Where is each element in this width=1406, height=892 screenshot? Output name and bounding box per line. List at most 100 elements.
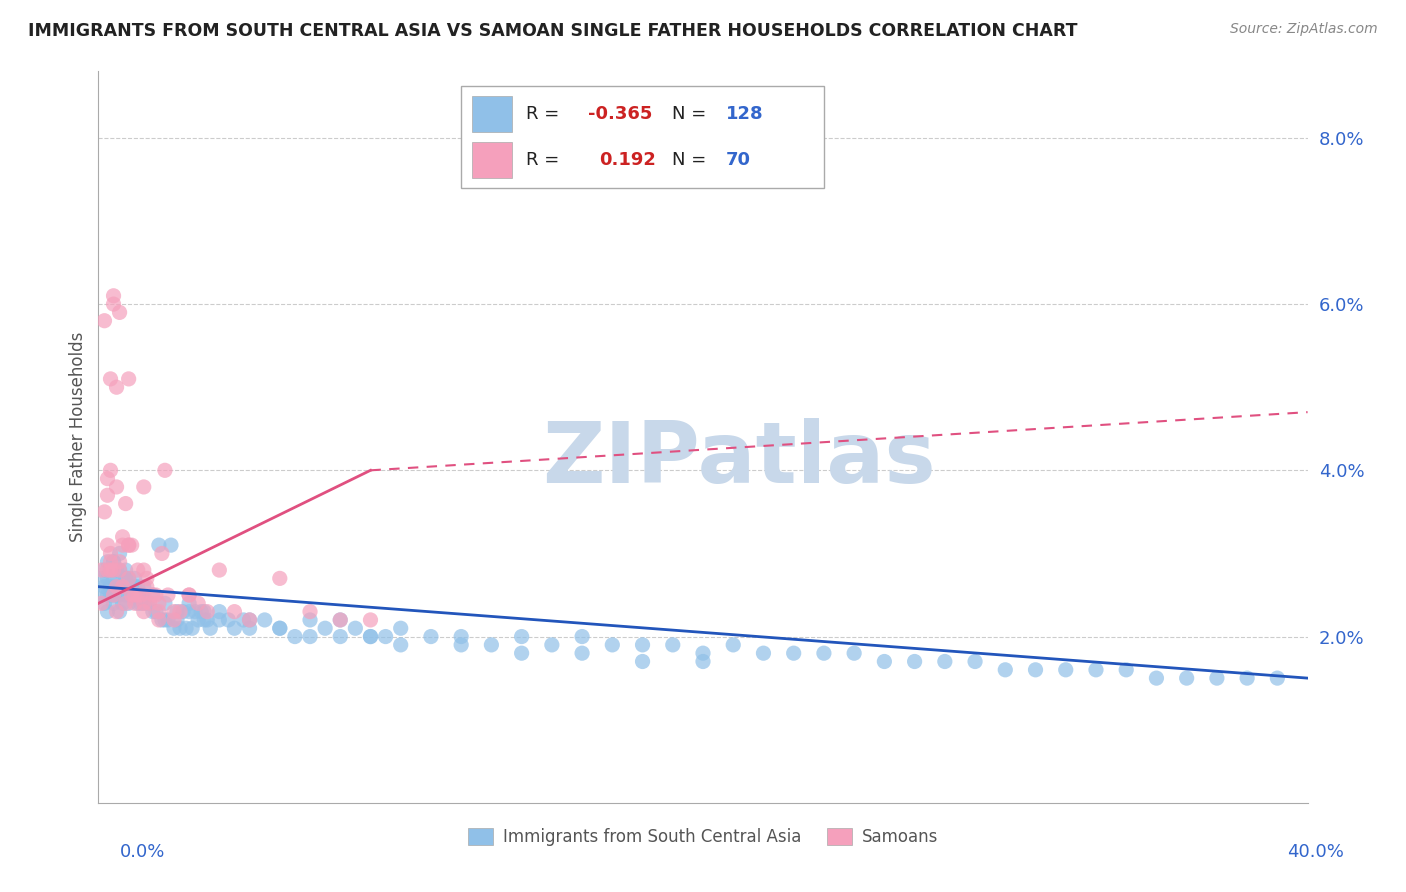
Point [148, 538, 170, 552]
Point [1085, 663, 1108, 677]
Point [132, 580, 155, 594]
Point [118, 571, 141, 585]
Point [193, 605, 215, 619]
Point [160, 538, 183, 552]
Legend: Immigrants from South Central Asia, Samoans: Immigrants from South Central Asia, Samo… [461, 822, 945, 853]
Point [150, 546, 173, 560]
Point [184, 605, 207, 619]
Point [100, 463, 122, 477]
Point [132, 596, 155, 610]
Point [148, 596, 170, 610]
Point [100, 563, 122, 577]
Point [111, 538, 134, 552]
Point [90, 571, 112, 585]
Point [111, 580, 134, 594]
Point [217, 613, 239, 627]
Point [96, 538, 118, 552]
Point [111, 571, 134, 585]
Point [142, 588, 165, 602]
Point [193, 613, 215, 627]
Point [329, 630, 352, 644]
Point [124, 588, 146, 602]
Point [239, 613, 262, 627]
Point [224, 621, 246, 635]
Point [360, 630, 382, 644]
Point [239, 621, 262, 635]
Point [105, 588, 128, 602]
Point [100, 580, 122, 594]
Point [156, 588, 179, 602]
Point [111, 580, 134, 594]
Point [129, 596, 152, 610]
Point [1115, 663, 1137, 677]
Point [631, 655, 654, 669]
Point [163, 605, 186, 619]
Point [105, 563, 128, 577]
Point [105, 580, 128, 594]
Point [145, 605, 167, 619]
Point [96, 488, 118, 502]
Point [129, 588, 152, 602]
Point [103, 555, 125, 569]
Point [103, 563, 125, 577]
Point [135, 571, 157, 585]
Point [1054, 663, 1077, 677]
Point [114, 497, 136, 511]
Point [135, 580, 157, 594]
Point [174, 621, 197, 635]
Point [96, 563, 118, 577]
Point [200, 621, 222, 635]
Point [1175, 671, 1198, 685]
Point [179, 588, 201, 602]
Point [93, 505, 115, 519]
Point [124, 571, 146, 585]
Point [124, 580, 146, 594]
Point [96, 588, 118, 602]
Point [96, 472, 118, 486]
Point [1236, 671, 1258, 685]
Point [813, 646, 835, 660]
Point [329, 613, 352, 627]
Point [100, 546, 122, 560]
Point [132, 563, 155, 577]
Point [284, 630, 307, 644]
Point [148, 605, 170, 619]
Point [510, 630, 533, 644]
Point [661, 638, 683, 652]
Point [105, 380, 128, 394]
Point [105, 480, 128, 494]
Point [374, 630, 396, 644]
Point [389, 621, 412, 635]
Point [195, 613, 218, 627]
Point [208, 563, 231, 577]
Point [187, 613, 209, 627]
Point [994, 663, 1017, 677]
Point [934, 655, 956, 669]
Point [299, 630, 322, 644]
Point [103, 555, 125, 569]
Point [540, 638, 562, 652]
Point [166, 605, 188, 619]
Point [142, 588, 165, 602]
Point [108, 588, 131, 602]
Point [142, 605, 165, 619]
Point [132, 588, 155, 602]
Point [571, 646, 593, 660]
Point [156, 613, 179, 627]
Point [108, 546, 131, 560]
Point [114, 563, 136, 577]
Point [118, 571, 141, 585]
Point [103, 588, 125, 602]
Point [108, 555, 131, 569]
Point [145, 588, 167, 602]
Point [90, 563, 112, 577]
Point [510, 646, 533, 660]
Point [108, 305, 131, 319]
Point [96, 605, 118, 619]
Point [121, 580, 143, 594]
Point [127, 563, 149, 577]
Point [299, 613, 322, 627]
Point [692, 655, 714, 669]
Point [100, 372, 122, 386]
Text: 40.0%: 40.0% [1288, 843, 1344, 861]
